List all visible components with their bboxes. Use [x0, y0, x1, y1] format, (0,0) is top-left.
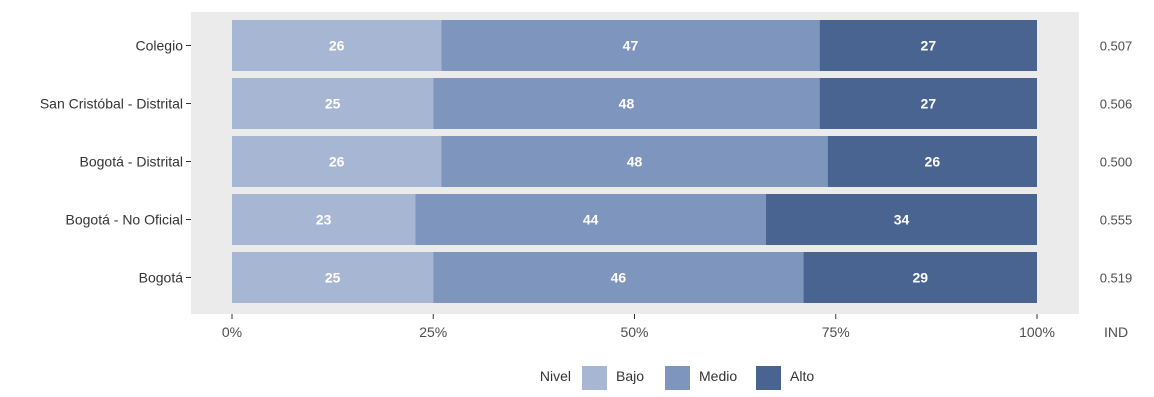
bar-value-label: 27	[921, 38, 937, 54]
category-label: Colegio	[136, 38, 184, 54]
ind-value: 0.519	[1100, 271, 1133, 286]
bar-value-label: 26	[329, 154, 345, 170]
bar-segment-medio	[415, 194, 767, 245]
category-label: Bogotá - No Oficial	[66, 212, 184, 228]
bar-value-label: 29	[912, 270, 928, 286]
bar-value-label: 47	[623, 38, 639, 54]
bar-segment-medio	[433, 252, 804, 303]
ind-value: 0.506	[1100, 97, 1133, 112]
bar-segment-bajo	[232, 20, 442, 71]
x-tick-label: 50%	[620, 324, 648, 340]
ind-value: 0.500	[1100, 155, 1133, 170]
legend-swatch-medio	[665, 366, 690, 390]
ind-value: 0.555	[1100, 213, 1133, 228]
bar-segment-medio	[433, 78, 820, 129]
category-label: Bogotá - Distrital	[80, 154, 183, 170]
bar-segment-bajo	[232, 194, 416, 245]
legend-title: Nivel	[540, 368, 571, 384]
ind-value: 0.507	[1100, 39, 1133, 54]
legend-label-medio: Medio	[699, 368, 737, 384]
x-tick-label: 100%	[1019, 324, 1055, 340]
bar-value-label: 23	[316, 212, 332, 228]
bar-value-label: 46	[611, 270, 627, 286]
bar-segment-alto	[827, 136, 1037, 187]
bar-value-label: 48	[627, 154, 643, 170]
bar-value-label: 25	[325, 270, 341, 286]
bar-segment-medio	[441, 136, 828, 187]
bar-value-label: 44	[583, 212, 599, 228]
legend-label-bajo: Bajo	[616, 368, 644, 384]
ind-header: IND	[1104, 324, 1128, 340]
bar-value-label: 48	[619, 96, 635, 112]
bar-value-label: 34	[894, 212, 910, 228]
legend-swatch-bajo	[582, 366, 607, 390]
bar-value-label: 25	[325, 96, 341, 112]
x-tick-label: 25%	[419, 324, 447, 340]
legend-swatch-alto	[756, 366, 781, 390]
bar-segment-alto	[819, 20, 1037, 71]
bar-segment-bajo	[232, 136, 442, 187]
bar-segment-medio	[441, 20, 820, 71]
category-label: San Cristóbal - Distrital	[40, 96, 183, 112]
x-tick-label: 0%	[222, 324, 242, 340]
bar-value-label: 27	[921, 96, 937, 112]
bar-segment-bajo	[232, 252, 434, 303]
bar-segment-bajo	[232, 78, 434, 129]
bar-segment-alto	[766, 194, 1037, 245]
bar-segment-alto	[819, 78, 1037, 129]
legend-label-alto: Alto	[790, 368, 814, 384]
bar-value-label: 26	[329, 38, 345, 54]
category-label: Bogotá	[139, 270, 184, 286]
x-tick-label: 75%	[822, 324, 850, 340]
bar-segment-alto	[803, 252, 1037, 303]
bar-value-label: 26	[925, 154, 941, 170]
